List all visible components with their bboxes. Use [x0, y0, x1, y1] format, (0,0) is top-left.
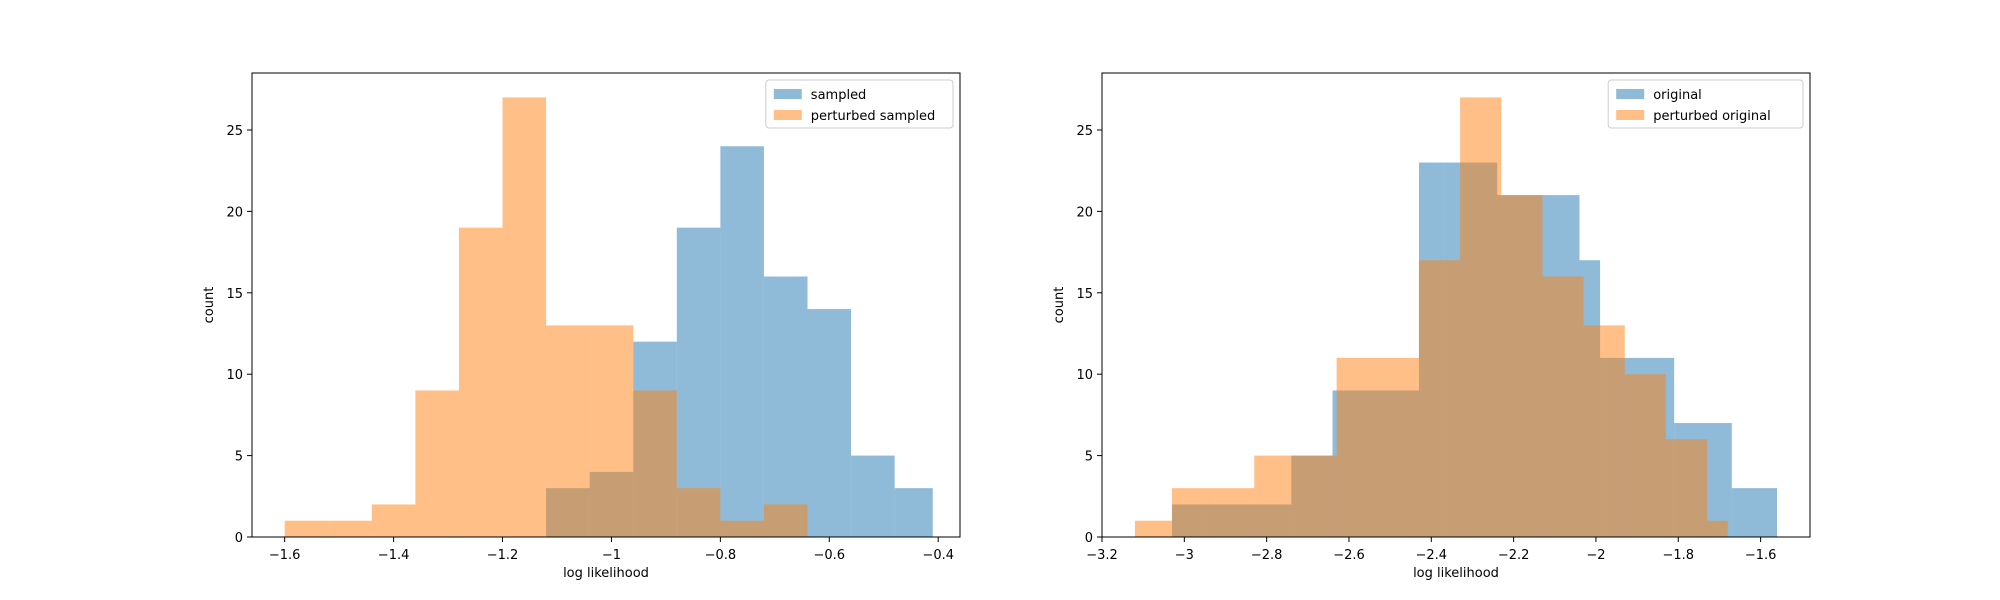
- legend: sampled perturbed sampled: [765, 79, 954, 129]
- y-tick-label: 20: [226, 205, 243, 220]
- histogram-bar: [1583, 325, 1625, 537]
- histogram-bar: [1254, 455, 1296, 537]
- histogram-bar: [807, 309, 852, 537]
- x-tick-label: −2.6: [1333, 548, 1365, 563]
- histogram-bar: [763, 276, 808, 537]
- x-tick-label: −1.8: [1662, 548, 1694, 563]
- right-histogram-panel: −3.2 −3 −2.8 −2.6 −2.4 −2.2 −2 −1.8 −1.6 0 5 10 15 20…: [1052, 72, 1811, 581]
- histogram-bar: [1336, 357, 1378, 537]
- histogram-bar: [328, 520, 372, 537]
- x-tick-label: −0.6: [814, 548, 846, 563]
- y-axis-label: count: [1052, 287, 1067, 324]
- legend: original perturbed original: [1607, 79, 1804, 129]
- y-axis-label: count: [202, 287, 217, 324]
- y-tick-label: 15: [226, 287, 243, 302]
- x-tick-label: −0.8: [705, 548, 737, 563]
- histogram-bar: [1418, 260, 1461, 537]
- legend-swatch: [773, 89, 802, 99]
- histogram-bar: [676, 488, 721, 537]
- histogram-bar: [676, 227, 721, 537]
- y-tick-label: 5: [1085, 450, 1093, 465]
- x-tick-label: −1.4: [378, 548, 410, 563]
- histogram-bar: [458, 227, 503, 537]
- y-tick-label: 15: [1076, 287, 1093, 302]
- histogram-bar: [284, 520, 329, 537]
- histogram-bar: [589, 325, 634, 537]
- histogram-bar: [415, 390, 459, 537]
- histogram-bar: [720, 520, 764, 537]
- axes-frame: [251, 72, 961, 538]
- series-2-bars: [284, 97, 808, 537]
- x-tick-label: −3: [1175, 548, 1194, 563]
- y-tick-label: 0: [1085, 531, 1093, 546]
- histogram-bar: [546, 325, 590, 537]
- x-tick-label: −2.8: [1251, 548, 1283, 563]
- histogram-bar: [1377, 357, 1419, 537]
- y-tick-label: 5: [235, 450, 243, 465]
- legend-label: perturbed original: [1653, 109, 1771, 124]
- x-tick-label: −2.4: [1416, 548, 1448, 563]
- histogram-bar: [763, 504, 808, 537]
- x-axis-label: log likelihood: [563, 566, 649, 581]
- x-tick-label: −2.2: [1498, 548, 1530, 563]
- histogram-bar: [1624, 374, 1666, 537]
- x-tick-label: −0.4: [922, 548, 954, 563]
- x-tick-label: −2: [1586, 548, 1605, 563]
- y-tick-label: 25: [226, 124, 243, 139]
- series-2-bars: [1134, 97, 1728, 537]
- histogram-bar: [1501, 195, 1543, 537]
- y-tick-label: 10: [1076, 368, 1093, 383]
- histogram-bar: [851, 455, 895, 537]
- histogram-bar: [1731, 488, 1778, 537]
- y-tick-label: 25: [1076, 124, 1093, 139]
- axes-frame: [1101, 72, 1811, 538]
- legend-swatch: [1616, 110, 1645, 120]
- legend-box: [1607, 79, 1804, 129]
- histogram-bar: [1213, 488, 1255, 537]
- histogram-bar: [894, 488, 933, 537]
- legend-label: perturbed sampled: [811, 109, 935, 124]
- legend-label: original: [1653, 88, 1702, 103]
- histogram-bar: [1707, 520, 1728, 537]
- x-tick-label: −1.6: [1745, 548, 1777, 563]
- x-tick-label: −1.6: [269, 548, 301, 563]
- legend-swatch: [773, 110, 802, 120]
- histogram-bar: [502, 97, 547, 537]
- histogram-bar: [1295, 455, 1337, 537]
- histogram-bar: [1460, 97, 1502, 537]
- y-tick-label: 20: [1076, 205, 1093, 220]
- histogram-bar: [720, 146, 764, 537]
- legend-label: sampled: [811, 88, 867, 103]
- y-tick-label: 0: [235, 531, 243, 546]
- x-tick-label: −1: [602, 548, 621, 563]
- histogram-bar: [1171, 488, 1214, 537]
- histogram-bar: [1542, 276, 1584, 537]
- histogram-bar: [633, 390, 677, 537]
- x-tick-label: −3.2: [1086, 548, 1118, 563]
- left-histogram-panel: −1.6 −1.4 −1.2 −1 −0.8 −0.6 −0.4 0 5 10 15 20 25 log …: [202, 72, 961, 581]
- histogram-bar: [371, 504, 416, 537]
- legend-swatch: [1616, 89, 1645, 99]
- histogram-bar: [1134, 520, 1172, 537]
- x-tick-label: −1.2: [487, 548, 519, 563]
- histogram-bar: [1665, 439, 1708, 537]
- y-tick-label: 10: [226, 368, 243, 383]
- x-axis-label: log likelihood: [1413, 566, 1499, 581]
- legend-box: [765, 79, 954, 129]
